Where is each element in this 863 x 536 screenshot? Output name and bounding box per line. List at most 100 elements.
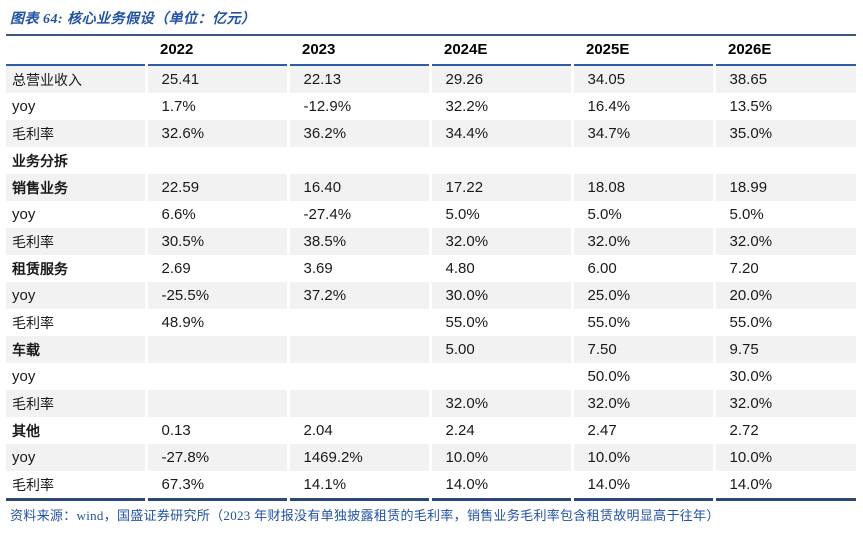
table-body: 总营业收入 25.41 22.13 29.26 34.05 38.65 yoy 1.7% -12… xyxy=(6,65,856,500)
cell: 10.0% xyxy=(428,444,572,471)
cell xyxy=(428,147,572,174)
table-header-row: 2022 2023 2024E 2025E 2026E xyxy=(6,35,856,66)
cell: 34.7% xyxy=(570,120,714,147)
cell: 29.26 xyxy=(428,65,572,93)
cell: 17.22 xyxy=(428,174,572,201)
cell: 5.0% xyxy=(428,201,572,228)
cell xyxy=(286,363,430,390)
column-header-2024e: 2024E xyxy=(430,35,572,66)
cell: 7.20 xyxy=(712,255,856,282)
cell: 32.0% xyxy=(570,390,714,417)
cell: 10.0% xyxy=(570,444,714,471)
row-label-header xyxy=(6,35,146,66)
table-row: 其他 0.13 2.04 2.24 2.47 2.72 xyxy=(6,417,856,444)
cell: 9.75 xyxy=(712,336,856,363)
cell: 34.4% xyxy=(428,120,572,147)
cell: 36.2% xyxy=(286,120,430,147)
cell: 22.13 xyxy=(286,65,430,93)
row-label: yoy xyxy=(12,368,36,385)
cell: 25.41 xyxy=(144,65,288,93)
table-row: 业务分拆 xyxy=(6,147,856,174)
cell: 38.65 xyxy=(712,65,856,93)
row-label: 毛利率 xyxy=(6,120,146,147)
row-label: 毛利率 xyxy=(12,316,54,332)
cell: 25.0% xyxy=(570,282,714,309)
cell: 30.0% xyxy=(712,363,856,390)
cell: 14.0% xyxy=(712,471,856,500)
column-header-2026e: 2026E xyxy=(714,35,856,66)
table-row: yoy -27.8% 1469.2% 10.0% 10.0% 10.0% xyxy=(6,444,856,471)
column-header-2025e: 2025E xyxy=(572,35,714,66)
cell: 32.0% xyxy=(712,390,856,417)
row-label: 毛利率 xyxy=(12,478,54,494)
column-header-2022: 2022 xyxy=(146,35,288,66)
row-label: 销售业务 xyxy=(6,174,146,201)
table-row: yoy 50.0% 30.0% xyxy=(6,363,856,390)
cell: 2.04 xyxy=(286,417,430,444)
row-label: yoy xyxy=(6,282,146,309)
cell: 5.00 xyxy=(428,336,572,363)
cell: 37.2% xyxy=(286,282,430,309)
cell: -27.4% xyxy=(286,201,430,228)
cell: 48.9% xyxy=(144,309,288,336)
table-row: 总营业收入 25.41 22.13 29.26 34.05 38.65 xyxy=(6,65,856,93)
row-label: 其他 xyxy=(12,424,40,440)
cell: -25.5% xyxy=(144,282,288,309)
cell xyxy=(286,336,430,363)
cell: 55.0% xyxy=(428,309,572,336)
cell: 2.69 xyxy=(144,255,288,282)
cell: 14.0% xyxy=(428,471,572,500)
cell: 5.0% xyxy=(712,201,856,228)
table-row: 毛利率 32.0% 32.0% 32.0% xyxy=(6,390,856,417)
row-label: 毛利率 xyxy=(6,228,146,255)
cell: 16.4% xyxy=(570,93,714,120)
cell xyxy=(286,309,430,336)
row-label: 总营业收入 xyxy=(6,65,146,93)
source-note: 资料来源：wind，国盛证券研究所（2023 年财报没有单独披露租赁的毛利率，销… xyxy=(10,508,720,523)
cell: 32.6% xyxy=(144,120,288,147)
cell: 0.13 xyxy=(144,417,288,444)
cell: 2.47 xyxy=(570,417,714,444)
cell xyxy=(144,336,288,363)
cell xyxy=(286,390,430,417)
cell: 38.5% xyxy=(286,228,430,255)
cell: 1.7% xyxy=(144,93,288,120)
cell: 50.0% xyxy=(570,363,714,390)
cell: 18.08 xyxy=(570,174,714,201)
cell: 7.50 xyxy=(570,336,714,363)
cell: 13.5% xyxy=(712,93,856,120)
core-business-assumptions-table: 2022 2023 2024E 2025E 2026E 总营业收入 25.41 22.13 2… xyxy=(6,34,856,501)
cell: 14.0% xyxy=(570,471,714,500)
table-row: 车载 5.00 7.50 9.75 xyxy=(6,336,856,363)
cell xyxy=(144,390,288,417)
cell: 32.2% xyxy=(428,93,572,120)
cell: 30.0% xyxy=(428,282,572,309)
cell xyxy=(286,147,430,174)
cell: 2.24 xyxy=(428,417,572,444)
table-row: yoy 6.6% -27.4% 5.0% 5.0% 5.0% xyxy=(6,201,856,228)
cell: 67.3% xyxy=(144,471,288,500)
cell: -12.9% xyxy=(286,93,430,120)
cell: -27.8% xyxy=(144,444,288,471)
cell: 5.0% xyxy=(570,201,714,228)
cell: 20.0% xyxy=(712,282,856,309)
table-row: 租赁服务 2.69 3.69 4.80 6.00 7.20 xyxy=(6,255,856,282)
cell: 2.72 xyxy=(712,417,856,444)
table-row: 毛利率 67.3% 14.1% 14.0% 14.0% 14.0% xyxy=(6,471,856,500)
row-label: yoy xyxy=(6,444,146,471)
cell: 6.00 xyxy=(570,255,714,282)
row-label: 毛利率 xyxy=(6,390,146,417)
row-label: yoy xyxy=(12,98,36,115)
row-label: yoy xyxy=(12,206,36,223)
cell: 3.69 xyxy=(286,255,430,282)
cell: 18.99 xyxy=(712,174,856,201)
cell: 30.5% xyxy=(144,228,288,255)
row-label: 车载 xyxy=(6,336,146,363)
cell: 6.6% xyxy=(144,201,288,228)
cell: 32.0% xyxy=(428,390,572,417)
cell xyxy=(144,147,288,174)
figure-title: 图表 64: 核心业务假设（单位：亿元） xyxy=(10,12,256,27)
cell: 10.0% xyxy=(712,444,856,471)
cell xyxy=(570,147,714,174)
